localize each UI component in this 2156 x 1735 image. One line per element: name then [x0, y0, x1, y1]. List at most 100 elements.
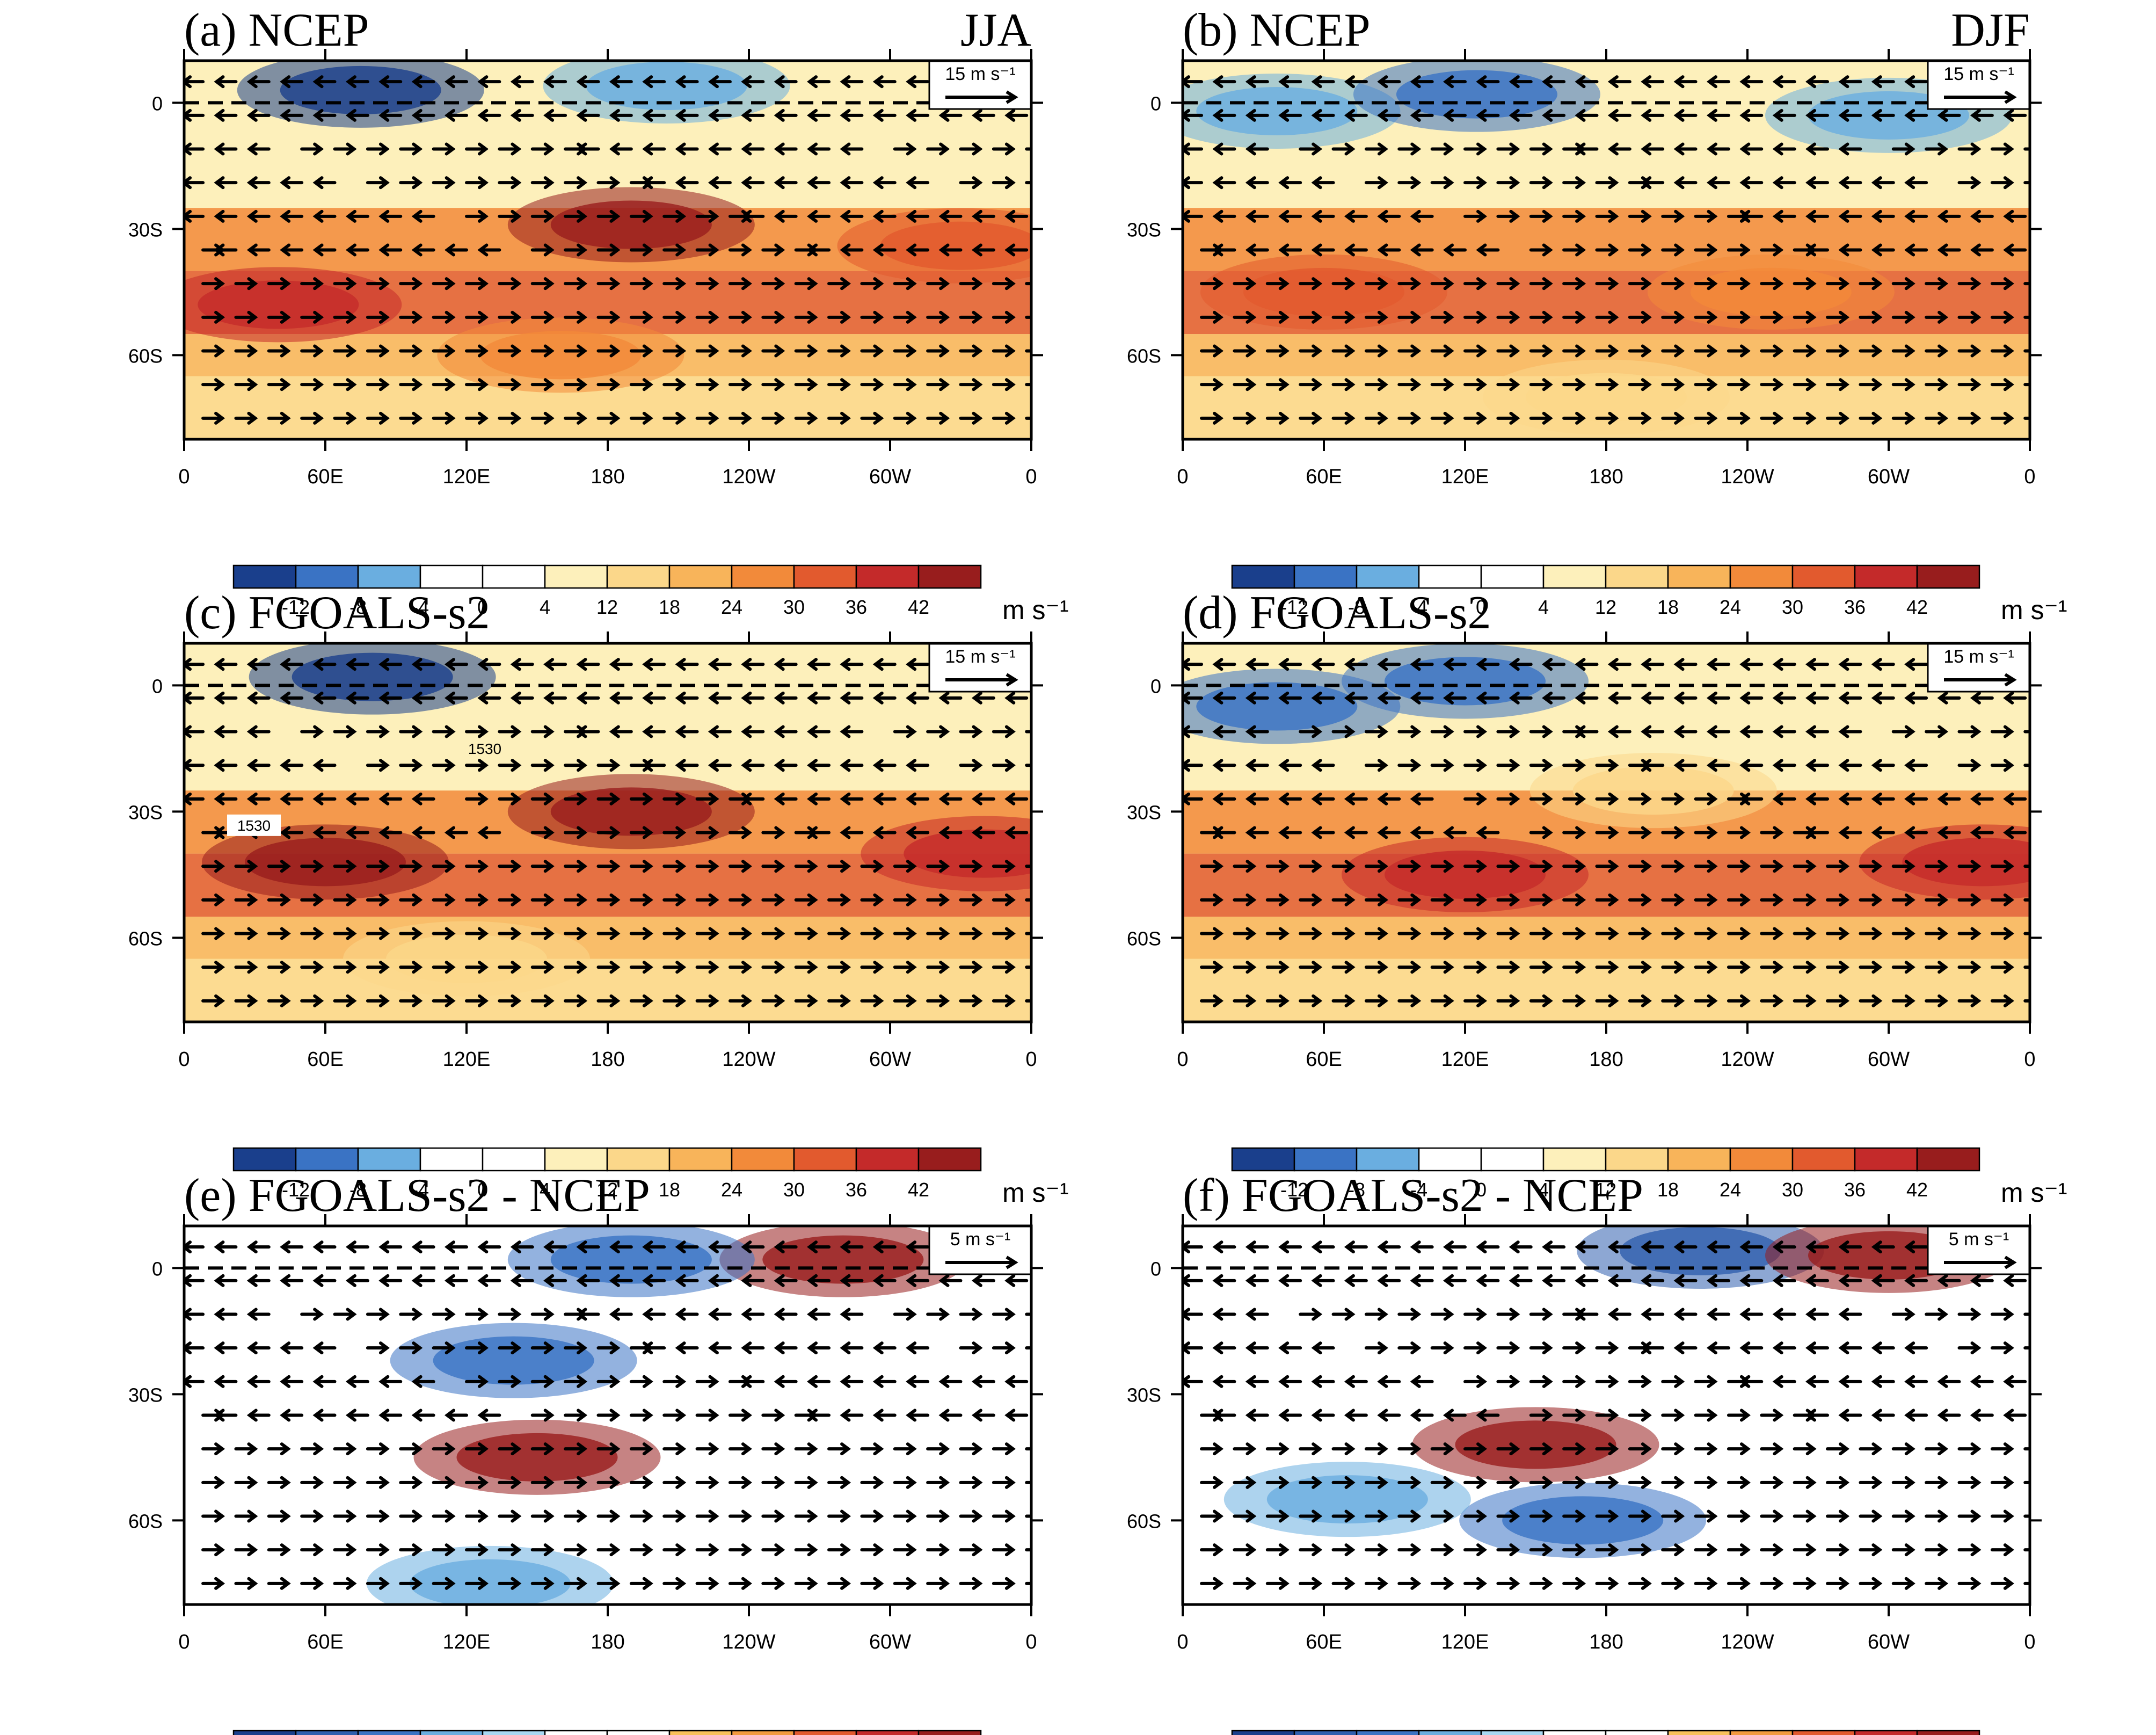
wind-arrow: [728, 1476, 752, 1489]
wind-arrow: [543, 1240, 567, 1254]
wind-arrow: [2023, 282, 2030, 286]
wind-arrow: [530, 725, 555, 738]
wind-arrow: [1727, 893, 1751, 906]
wind-arrow: [827, 860, 851, 873]
wind-arrow: [596, 860, 621, 873]
wind-arrow: [477, 658, 501, 671]
reference-vector-arrow: [1944, 90, 2017, 104]
wind-arrow: [1443, 108, 1467, 122]
colorbar-label: 24: [721, 596, 742, 618]
wind-arrow: [827, 893, 851, 906]
wind-arrow: [1562, 1409, 1586, 1422]
wind-arrow: [1496, 1375, 1520, 1388]
x-tick-label: 120W: [722, 1631, 775, 1653]
x-tick-label: 60W: [869, 1048, 911, 1071]
wind-arrow: [1278, 243, 1302, 257]
wind-arrow: [662, 961, 687, 974]
wind-arrow: [1397, 1577, 1422, 1590]
wind-arrow: [761, 277, 785, 291]
map-area: [184, 1226, 1031, 1605]
wind-arrow: [564, 378, 588, 391]
wind-arrow: [201, 310, 225, 324]
wind-arrow: [1004, 792, 1029, 805]
wind-arrow: [695, 893, 719, 906]
colorbar-label: 30: [1782, 1179, 1803, 1201]
colorbar-segment: [232, 1147, 297, 1172]
wind-arrow: [465, 994, 489, 1007]
wind-arrow: [300, 1509, 324, 1523]
wind-arrow: [399, 142, 423, 156]
wind-arrow: [860, 1543, 884, 1557]
wind-arrow: [1299, 1476, 1323, 1489]
wind-arrow: [312, 759, 337, 772]
wind-arrow: [1397, 1509, 1422, 1523]
wind-arrow: [774, 176, 798, 190]
wind-arrow: [530, 176, 555, 190]
colorbar-segment: [482, 1730, 546, 1735]
wind-arrow: [1265, 411, 1290, 425]
wind-arrow: [214, 176, 238, 190]
wind-arrow: [399, 1509, 423, 1523]
wind-arrow: [1004, 243, 1029, 257]
wind-arrow: [465, 1476, 489, 1489]
colorbar-label: 18: [1657, 596, 1679, 618]
wind-arrow: [300, 1442, 324, 1456]
wind-arrow: [1628, 1442, 1652, 1456]
wind-arrow: [1562, 994, 1586, 1007]
colorbar-segment: [1480, 1147, 1545, 1172]
wind-arrow: [695, 1509, 719, 1523]
wind-arrow: [840, 691, 864, 705]
wind-arrow: [992, 142, 1016, 156]
colorbar-label: -8: [349, 596, 367, 618]
wind-arrow: [794, 994, 818, 1007]
wind-arrow: [1183, 1274, 1204, 1287]
wind-arrow: [1025, 898, 1031, 902]
wind-arrow: [1673, 725, 1698, 738]
wind-arrow: [906, 243, 930, 257]
colorbar-label: -12: [282, 596, 310, 618]
wind-arrow: [1772, 1274, 1796, 1287]
wind-arrow: [695, 1476, 719, 1489]
wind-arrow: [741, 1274, 765, 1287]
wind-arrow: [280, 1341, 304, 1355]
wind-arrow: [510, 1274, 534, 1287]
wind-arrow: [1772, 1240, 1796, 1254]
wind-arrow: [992, 860, 1016, 873]
wind-arrow: [498, 378, 522, 391]
wind-arrow: [1233, 344, 1257, 358]
wind-arrow: [609, 108, 633, 122]
wind-arrow: [530, 1341, 555, 1355]
wind-arrow: [498, 860, 522, 873]
wind-arrow: [432, 1509, 456, 1523]
wind-arrow: [234, 310, 258, 324]
wind-arrow: [1871, 1240, 1895, 1254]
wind-arrow: [840, 209, 864, 223]
wind-arrow: [1397, 927, 1422, 940]
wind-arrow: [728, 826, 752, 839]
wind-arrow: [1443, 826, 1467, 839]
wind-arrow: [1542, 108, 1566, 122]
wind-arrow: [1299, 1442, 1323, 1456]
wind-arrow: [477, 826, 501, 839]
wind-arrow: [1859, 378, 1883, 391]
wind-arrow: [1212, 792, 1236, 805]
wind-arrow: [1904, 1375, 1928, 1388]
wind-arrow: [893, 927, 917, 940]
wind-arrow: [1430, 994, 1454, 1007]
wind-arrow: [445, 826, 468, 839]
wind-arrow: [1463, 176, 1487, 190]
wind-arrow: [267, 378, 291, 391]
wind-arrow: [2003, 108, 2027, 122]
wind-arrow: [1430, 176, 1454, 190]
wind-arrow: [1891, 411, 1915, 425]
wind-arrow: [432, 344, 456, 358]
wind-arrow: [794, 1509, 818, 1523]
y-tick-label: 60S: [1127, 1510, 1161, 1532]
wind-arrow: [333, 961, 357, 974]
wind-arrow: [300, 1543, 324, 1557]
wind-arrow: [1265, 277, 1290, 291]
wind-arrow: [1641, 142, 1665, 156]
wind-arrow: [609, 1308, 633, 1321]
wind-arrow: [1904, 108, 1928, 122]
wind-arrow: [1509, 108, 1533, 122]
